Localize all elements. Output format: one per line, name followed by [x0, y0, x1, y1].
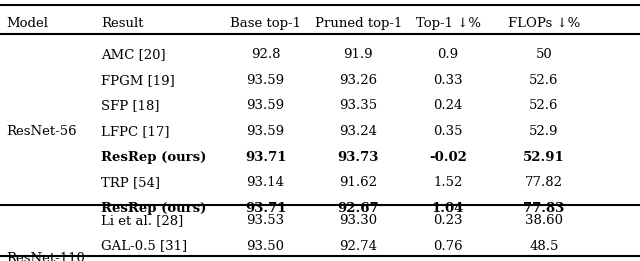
- Text: 93.59: 93.59: [246, 99, 285, 112]
- Text: ResRep (ours): ResRep (ours): [101, 151, 207, 164]
- Text: TRP [54]: TRP [54]: [101, 176, 160, 189]
- Text: 52.6: 52.6: [529, 99, 559, 112]
- Text: 93.71: 93.71: [245, 151, 286, 164]
- Text: 0.24: 0.24: [433, 99, 463, 112]
- Text: 0.35: 0.35: [433, 125, 463, 138]
- Text: 0.23: 0.23: [433, 214, 463, 227]
- Text: 93.26: 93.26: [339, 74, 378, 87]
- Text: ResRep (ours): ResRep (ours): [101, 202, 207, 215]
- Text: 52.9: 52.9: [529, 125, 559, 138]
- Text: 93.71: 93.71: [245, 202, 286, 215]
- Text: 0.76: 0.76: [433, 240, 463, 253]
- Text: 1.52: 1.52: [433, 176, 463, 189]
- Text: 92.67: 92.67: [337, 202, 380, 215]
- Text: 77.83: 77.83: [524, 202, 564, 215]
- Text: AMC [20]: AMC [20]: [101, 48, 166, 61]
- Text: 92.8: 92.8: [251, 48, 280, 61]
- Text: GAL-0.5 [31]: GAL-0.5 [31]: [101, 240, 188, 253]
- Text: 1.04: 1.04: [432, 202, 464, 215]
- Text: 93.24: 93.24: [339, 125, 378, 138]
- Text: Li et al. [28]: Li et al. [28]: [101, 214, 184, 227]
- Text: 93.50: 93.50: [246, 240, 285, 253]
- Text: 91.9: 91.9: [344, 48, 373, 61]
- Text: Base top-1: Base top-1: [230, 17, 301, 30]
- Text: 48.5: 48.5: [529, 240, 559, 253]
- Text: 77.82: 77.82: [525, 176, 563, 189]
- Text: FLOPs ↓%: FLOPs ↓%: [508, 17, 580, 30]
- Text: 93.59: 93.59: [246, 125, 285, 138]
- Text: 52.91: 52.91: [523, 151, 565, 164]
- Text: 91.62: 91.62: [339, 176, 378, 189]
- Text: Pruned top-1: Pruned top-1: [315, 17, 402, 30]
- Text: ResNet-56: ResNet-56: [6, 125, 77, 138]
- Text: FPGM [19]: FPGM [19]: [101, 74, 175, 87]
- Text: 93.73: 93.73: [338, 151, 379, 164]
- Text: 92.74: 92.74: [339, 240, 378, 253]
- Text: 93.14: 93.14: [246, 176, 285, 189]
- Text: 0.9: 0.9: [437, 48, 459, 61]
- Text: 93.59: 93.59: [246, 74, 285, 87]
- Text: 93.35: 93.35: [339, 99, 378, 112]
- Text: Model: Model: [6, 17, 49, 30]
- Text: SFP [18]: SFP [18]: [101, 99, 159, 112]
- Text: Top-1 ↓%: Top-1 ↓%: [415, 17, 481, 30]
- Text: -0.02: -0.02: [429, 151, 467, 164]
- Text: Result: Result: [101, 17, 143, 30]
- Text: 38.60: 38.60: [525, 214, 563, 227]
- Text: 0.33: 0.33: [433, 74, 463, 87]
- Text: 93.53: 93.53: [246, 214, 285, 227]
- Text: 50: 50: [536, 48, 552, 61]
- Text: 52.6: 52.6: [529, 74, 559, 87]
- Text: LFPC [17]: LFPC [17]: [101, 125, 170, 138]
- Text: 93.30: 93.30: [339, 214, 378, 227]
- Text: ResNet-110: ResNet-110: [6, 252, 85, 261]
